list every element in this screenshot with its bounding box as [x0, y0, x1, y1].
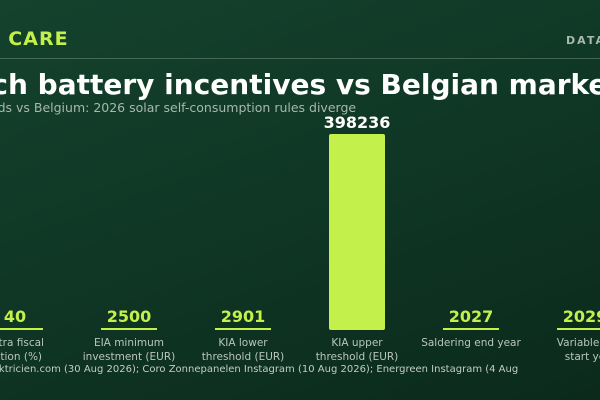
- header-divider: [0, 58, 600, 59]
- category-label-0-1: uction (%): [0, 351, 42, 363]
- bar-value-label-3: 398236: [324, 113, 391, 132]
- bar-value-label-5: 2029: [563, 307, 600, 326]
- bar-4: [443, 328, 499, 330]
- chart-subtitle: ands vs Belgium: 2026 solar self-consump…: [0, 100, 357, 115]
- source-note: lektricien.com (30 Aug 2026); Coro Zonne…: [0, 364, 519, 375]
- category-label-3-1: threshold (EUR): [316, 351, 399, 363]
- category-label-5-0: Variable ta: [557, 337, 600, 349]
- category-label-5-1: start ye: [565, 351, 600, 363]
- brand-logo-text: S CARE: [0, 28, 69, 50]
- bar-5: [557, 328, 600, 330]
- category-label-2-0: KIA lower: [218, 337, 268, 349]
- category-label-1-0: EIA minimum: [94, 337, 164, 349]
- bar-value-label-0: 40: [4, 307, 26, 326]
- bar-3: [329, 134, 385, 330]
- category-label-4-0: Saldering end year: [421, 337, 521, 349]
- section-tag: DATA: [566, 34, 600, 47]
- bar-1: [101, 328, 157, 330]
- category-label-1-1: investment (EUR): [83, 351, 175, 363]
- bar-value-label-2: 2901: [221, 307, 266, 326]
- bar-value-label-4: 2027: [449, 307, 494, 326]
- bar-2: [215, 328, 271, 330]
- chart-title: tch battery incentives vs Belgian market: [0, 68, 600, 101]
- bar-0: [0, 328, 43, 330]
- category-label-2-1: threshold (EUR): [202, 351, 285, 363]
- bar-value-label-1: 2500: [107, 307, 152, 326]
- category-label-3-0: KIA upper: [331, 337, 383, 349]
- category-label-0-0: extra fiscal: [0, 337, 44, 349]
